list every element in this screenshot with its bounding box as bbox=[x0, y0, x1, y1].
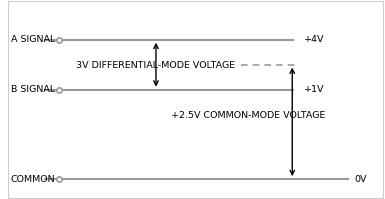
Text: B SIGNAL: B SIGNAL bbox=[11, 85, 55, 94]
Text: 0V: 0V bbox=[355, 175, 367, 184]
Text: +1V: +1V bbox=[304, 85, 324, 94]
Text: +2.5V COMMON-MODE VOLTAGE: +2.5V COMMON-MODE VOLTAGE bbox=[171, 111, 325, 120]
Text: 3V DIFFERENTIAL-MODE VOLTAGE: 3V DIFFERENTIAL-MODE VOLTAGE bbox=[77, 61, 236, 70]
Text: COMMON: COMMON bbox=[10, 175, 55, 184]
Text: A SIGNAL: A SIGNAL bbox=[11, 35, 55, 44]
Text: +4V: +4V bbox=[304, 35, 324, 44]
